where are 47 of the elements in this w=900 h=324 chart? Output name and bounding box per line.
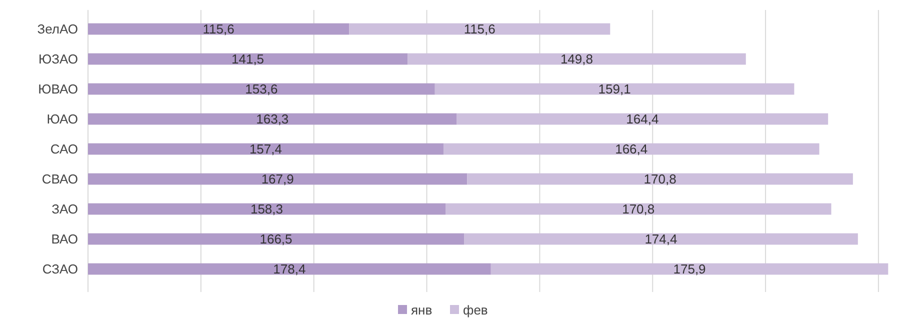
bar [443,143,820,155]
data-label: 141,5 [232,52,264,67]
bar [434,83,794,95]
data-label: 166,4 [615,142,648,157]
data-label: 164,4 [626,112,659,127]
bar [88,113,457,125]
y-tick-label: ЮЗАО [38,52,78,67]
data-label: 153,6 [245,82,278,97]
legend-label: янв [411,302,432,318]
data-label: 163,3 [256,112,289,127]
bar [467,173,853,185]
data-label: 170,8 [644,172,676,187]
y-tick-label: ЮВАО [38,82,78,97]
data-label: 149,8 [560,52,593,67]
bar [88,263,491,275]
data-label: 157,4 [249,142,282,157]
data-label: 175,9 [673,262,706,277]
data-label: 115,6 [464,22,496,37]
data-label: 166,5 [260,232,292,247]
data-label: 167,9 [261,172,294,187]
bar [88,173,468,185]
bar [490,263,888,275]
data-label: 174,4 [644,232,678,247]
y-tick-label: СВАО [42,172,78,187]
legend-label: фев [463,302,488,318]
y-tick-label: ЮАО [46,112,78,127]
bar [456,113,828,125]
bar [88,203,446,215]
y-tick-label: СЗАО [42,262,78,277]
bar [88,23,350,35]
bar [464,233,858,245]
data-label: 178,4 [273,262,306,277]
data-label: 115,6 [202,22,234,37]
bar [88,83,435,95]
bar [349,23,610,35]
y-tick-label: ВАО [51,232,78,247]
y-tick-label: ЗАО [52,202,78,217]
bar [446,203,832,215]
data-label: 158,3 [250,202,284,217]
y-tick-label: САО [50,142,78,157]
y-tick-label: ЗелАО [37,22,78,37]
bar [408,53,746,65]
data-label: 170,8 [622,202,655,217]
data-label: 159,1 [598,82,631,97]
bar [88,53,408,65]
bar [88,143,444,155]
bar [88,233,464,245]
